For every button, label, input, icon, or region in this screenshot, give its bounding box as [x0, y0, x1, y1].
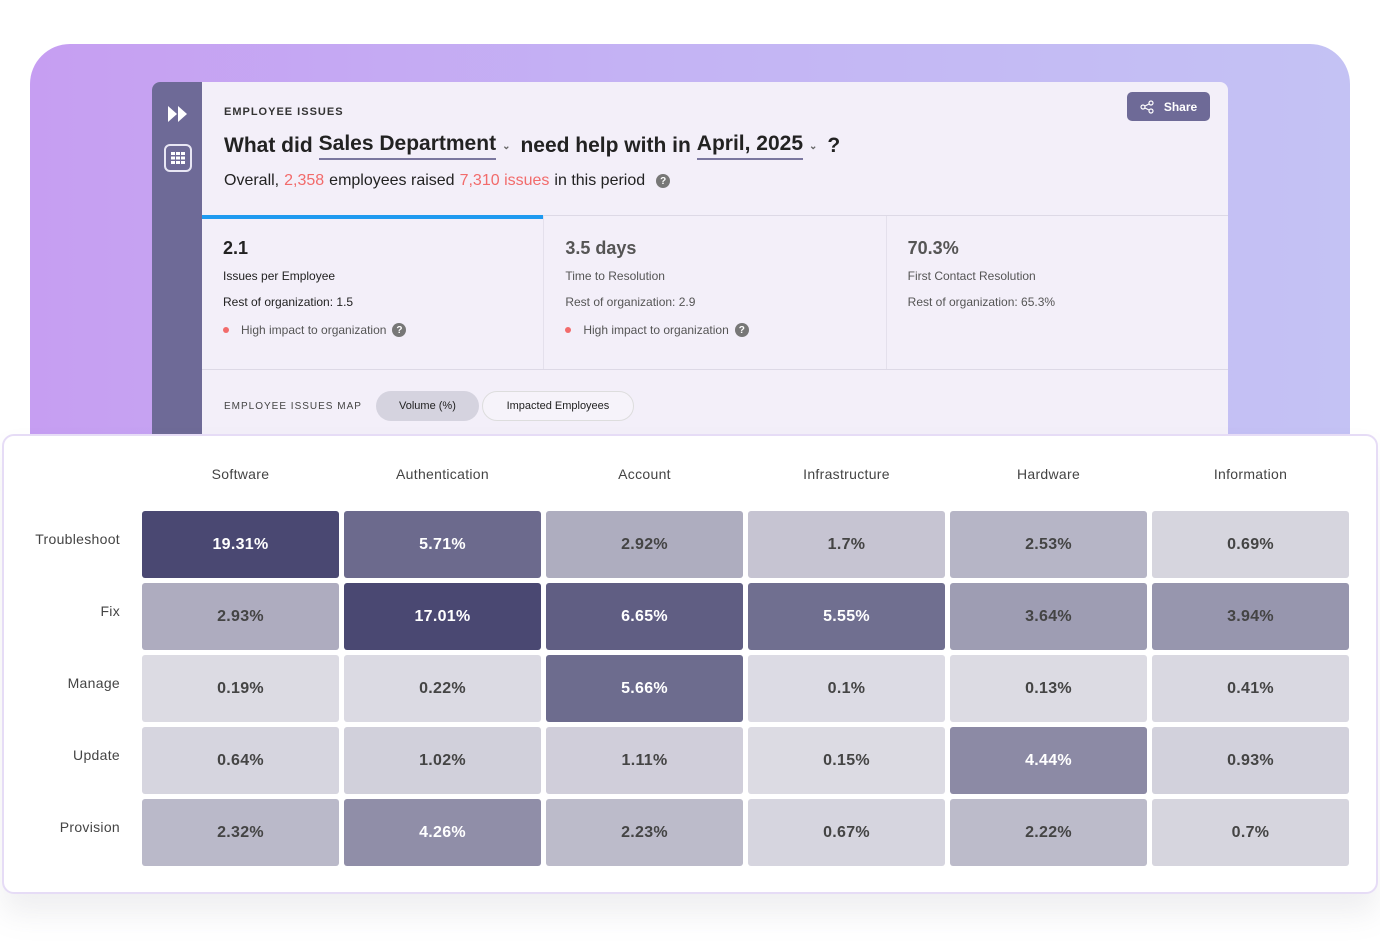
heatmap-cell[interactable]: 0.22% — [344, 655, 541, 722]
help-icon[interactable]: ? — [734, 323, 749, 337]
issues-heatmap: Software Authentication Account Infrastruct… — [2, 434, 1378, 894]
toggle-impacted-employees[interactable]: Impacted Employees — [481, 391, 634, 421]
heatmap-cell[interactable]: 4.26% — [344, 799, 541, 866]
heatmap-cell[interactable]: 0.67% — [748, 799, 945, 866]
section-eyebrow: EMPLOYEE ISSUES — [224, 106, 344, 118]
heatmap-cell[interactable]: 0.93% — [1152, 727, 1349, 794]
heatmap-cell[interactable]: 0.15% — [748, 727, 945, 794]
heatmap-cell[interactable]: 1.11% — [546, 727, 743, 794]
heatmap-cell[interactable]: 19.31% — [142, 511, 339, 578]
heatmap-cell[interactable]: 2.92% — [546, 511, 743, 578]
impact-label: High impact to organization — [241, 323, 387, 337]
summary-text: employees raised — [329, 172, 455, 189]
impact-indicator: High impact to organization? — [565, 323, 864, 337]
heatmap-cell[interactable]: 5.71% — [344, 511, 541, 578]
heatmap-cell[interactable]: 4.44% — [950, 727, 1147, 794]
heatmap-cell[interactable]: 2.93% — [142, 583, 339, 650]
fast-forward-icon[interactable] — [164, 100, 192, 128]
employee-issues-panel: EMPLOYEE ISSUES What did Sales Departmen… — [152, 82, 1228, 442]
summary-text: Overall, — [224, 172, 280, 189]
metric-label: First Contact Resolution — [907, 269, 1036, 283]
impact-indicator: High impact to organization? — [223, 323, 522, 337]
heatmap-cell[interactable]: 0.19% — [142, 655, 339, 722]
column-header: Hardware — [1016, 466, 1081, 482]
question-mark: ? — [827, 134, 841, 157]
heatmap-cell[interactable]: 6.65% — [546, 583, 743, 650]
column-header: Information — [1213, 466, 1288, 482]
row-header: Provision — [59, 819, 120, 835]
issue-count: 7,310 issues — [459, 172, 550, 189]
chevron-down-icon[interactable]: ⌄ — [809, 140, 818, 152]
chevron-down-icon[interactable]: ⌄ — [502, 140, 511, 152]
question-text: What did — [224, 134, 313, 157]
department-selector[interactable]: Sales Department — [318, 132, 497, 160]
heatmap-cell[interactable]: 17.01% — [344, 583, 541, 650]
heatmap-cell[interactable]: 3.64% — [950, 583, 1147, 650]
column-header: Authentication — [396, 466, 489, 482]
metric-label: Time to Resolution — [565, 269, 665, 283]
metric-issues-per-employee[interactable]: 2.1 Issues per Employee Rest of organiza… — [202, 215, 545, 369]
row-header: Update — [73, 747, 120, 763]
column-header: Infrastructure — [803, 466, 890, 482]
red-dot-icon — [223, 327, 229, 333]
help-icon[interactable]: ? — [392, 323, 407, 337]
red-dot-icon — [565, 327, 572, 333]
metric-value: 70.3% — [907, 238, 959, 258]
map-toolbar: EMPLOYEE ISSUES MAP Volume (%) Impacted … — [224, 391, 634, 421]
share-icon — [1140, 99, 1154, 114]
row-header: Fix — [100, 603, 120, 619]
heatmap-cell[interactable]: 2.32% — [142, 799, 339, 866]
column-header: Software — [211, 466, 270, 482]
question-text: need help with in — [520, 134, 691, 157]
heatmap-cell[interactable]: 2.23% — [546, 799, 743, 866]
summary-line: Overall, 2,358 employees raised 7,310 is… — [224, 172, 840, 190]
metric-value: 3.5 days — [565, 238, 637, 258]
heatmap-cell[interactable]: 0.69% — [1152, 511, 1349, 578]
heatmap-cell[interactable]: 0.64% — [142, 727, 339, 794]
help-icon[interactable]: ? — [656, 174, 671, 188]
sidebar — [152, 82, 202, 442]
metric-comparison: Rest of organization: 2.9 — [565, 295, 696, 309]
heatmap-cell[interactable]: 5.55% — [748, 583, 945, 650]
heatmap-cell[interactable]: 0.41% — [1152, 655, 1349, 722]
heatmap-cell[interactable]: 3.94% — [1152, 583, 1349, 650]
heatmap-cell[interactable]: 0.7% — [1152, 799, 1349, 866]
metric-label: Issues per Employee — [223, 269, 336, 283]
heatmap-cell[interactable]: 0.13% — [950, 655, 1147, 722]
row-header: Troubleshoot — [35, 531, 120, 547]
metric-comparison: Rest of organization: 1.5 — [223, 295, 354, 309]
period-selector[interactable]: April, 2025 — [696, 132, 804, 160]
metric-comparison: Rest of organization: 65.3% — [907, 295, 1056, 309]
metrics-row: 2.1 Issues per Employee Rest of organiza… — [202, 215, 1228, 370]
share-button[interactable]: Share — [1127, 92, 1210, 121]
heatmap-cell[interactable]: 1.02% — [344, 727, 541, 794]
page-question: What did Sales Department ⌄ need help wi… — [224, 132, 840, 160]
heatmap-cell[interactable]: 0.1% — [748, 655, 945, 722]
employee-count: 2,358 — [284, 172, 325, 189]
summary-text: in this period — [554, 172, 646, 189]
impact-label: High impact to organization — [583, 323, 729, 337]
metric-time-to-resolution[interactable]: 3.5 days Time to Resolution Rest of orga… — [544, 216, 887, 369]
column-header: Account — [618, 466, 671, 482]
heatmap-cell[interactable]: 1.7% — [748, 511, 945, 578]
heatmap-cell[interactable]: 2.53% — [950, 511, 1147, 578]
map-title: EMPLOYEE ISSUES MAP — [224, 400, 362, 412]
grid-icon[interactable] — [164, 144, 192, 172]
toggle-volume[interactable]: Volume (%) — [375, 391, 479, 421]
heatmap-cell[interactable]: 2.22% — [950, 799, 1147, 866]
row-header: Manage — [67, 675, 120, 691]
metric-value: 2.1 — [223, 238, 249, 258]
heatmap-cell[interactable]: 5.66% — [546, 655, 743, 722]
share-label: Share — [1163, 99, 1198, 114]
metric-first-contact-resolution[interactable]: 70.3% First Contact Resolution Rest of o… — [887, 216, 1228, 369]
